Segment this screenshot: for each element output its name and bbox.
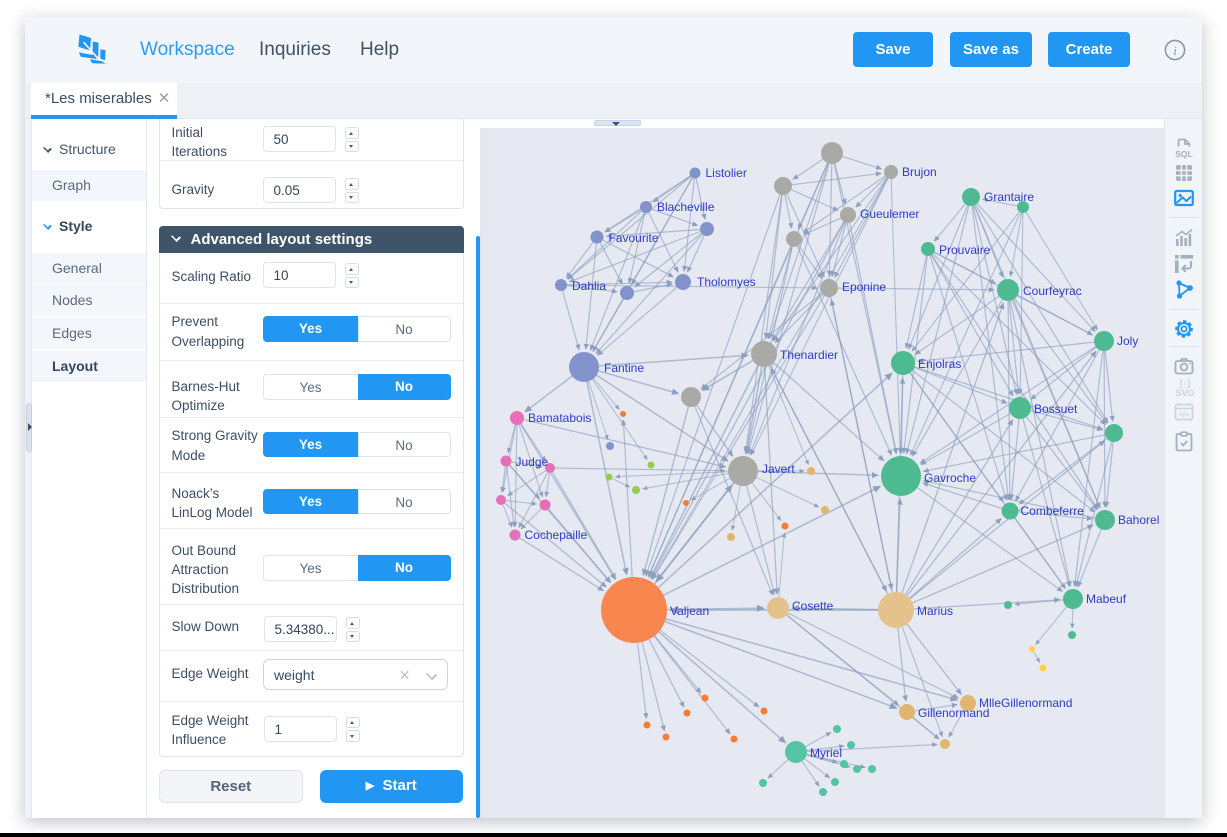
svg-text:Favourite: Favourite <box>609 231 659 245</box>
svg-text:Listolier: Listolier <box>706 166 747 180</box>
svg-text:Combeferre: Combeferre <box>1021 504 1085 518</box>
svg-text:Cosette: Cosette <box>792 599 834 613</box>
svg-text:Joly: Joly <box>1117 334 1138 348</box>
svg-text:SVG: SVG <box>1175 388 1194 398</box>
svg-text:MlleGillenormand: MlleGillenormand <box>979 696 1072 710</box>
svg-text:Prouvaire: Prouvaire <box>939 243 991 257</box>
svg-text:Blacheville: Blacheville <box>657 200 715 214</box>
svg-text:Valjean: Valjean <box>670 604 709 618</box>
svg-text:Brujon: Brujon <box>902 165 937 179</box>
svg-text:Bossuet: Bossuet <box>1034 402 1078 416</box>
svg-text:Judge: Judge <box>516 455 549 469</box>
svg-text:Tholomyes: Tholomyes <box>697 275 756 289</box>
svg-text:Enjolras: Enjolras <box>918 357 961 371</box>
svg-text:Bamatabois: Bamatabois <box>528 411 591 425</box>
svg-text:Grantaire: Grantaire <box>984 190 1034 204</box>
svg-text:Thenardier: Thenardier <box>780 348 838 362</box>
svg-text:Marius: Marius <box>917 604 953 618</box>
svg-text:Fantine: Fantine <box>604 361 644 375</box>
svg-text:Bahorel: Bahorel <box>1118 513 1159 527</box>
svg-text:</>: </> <box>1179 412 1189 419</box>
svg-text:Javert: Javert <box>762 462 795 476</box>
svg-text:Cochepaille: Cochepaille <box>525 528 588 542</box>
svg-text:Gueulemer: Gueulemer <box>860 207 919 221</box>
svg-text:Gavroche: Gavroche <box>924 471 976 485</box>
svg-text:Dahlia: Dahlia <box>572 279 606 293</box>
svg-text:Eponine: Eponine <box>842 280 886 294</box>
svg-text:i: i <box>1173 43 1177 58</box>
svg-text:Myriel: Myriel <box>810 746 842 760</box>
svg-text:Gillenormand: Gillenormand <box>918 706 989 720</box>
svg-text:Courfeyrac: Courfeyrac <box>1023 284 1082 298</box>
svg-text:SQL: SQL <box>1175 149 1192 159</box>
svg-text:[↑]: [↑] <box>1180 378 1191 388</box>
svg-text:Mabeuf: Mabeuf <box>1086 592 1127 606</box>
